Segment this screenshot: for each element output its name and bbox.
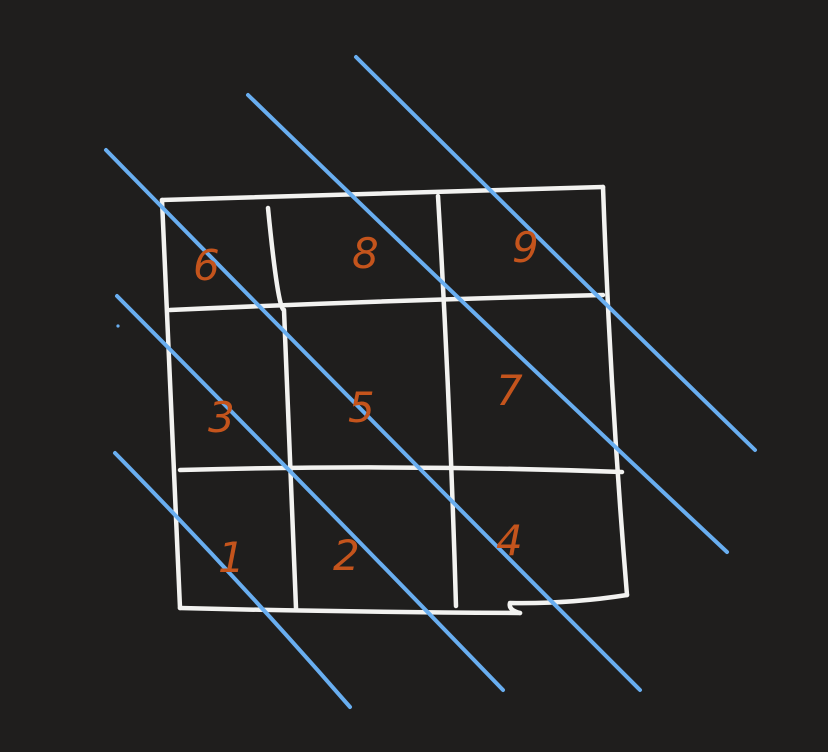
grid-col-line-1: [265, 205, 299, 611]
grid-top-border: [159, 184, 606, 203]
grid-col-line-2: [435, 193, 459, 609]
diagonal-line-1: [354, 55, 757, 452]
cell-number-r3c3: 4: [496, 516, 523, 565]
grid-left-border: [159, 197, 183, 611]
diagonal-line-2: [246, 93, 729, 554]
stray-dot: [116, 324, 120, 328]
cell-number-r3c1: 1: [218, 533, 245, 582]
cell-number-r1c3: 9: [512, 223, 539, 272]
cell-number-r3c2: 2: [333, 531, 360, 580]
cell-number-r2c1: 3: [208, 393, 235, 442]
cell-number-r2c2: 5: [348, 383, 375, 432]
grid-row-line-1: [167, 292, 606, 313]
cell-number-r2c3: 7: [496, 366, 523, 415]
diagonal-line-4: [115, 294, 505, 692]
grid-bottom-border-left: [177, 605, 523, 616]
cell-number-r1c2: 8: [352, 229, 379, 278]
grid-bottom-border-right: [507, 592, 630, 616]
cell-number-r1c1: 6: [193, 241, 220, 290]
grid-right-border: [600, 184, 630, 598]
diagonal-line-5: [113, 451, 352, 709]
diagonal-line-3: [104, 148, 642, 692]
grid-lines: [159, 184, 630, 616]
diagonal-lines: [104, 55, 757, 709]
cell-numbers: 6 8 9 3 5 7 1 2 4: [193, 223, 539, 582]
grid-row-line-2: [177, 465, 625, 475]
